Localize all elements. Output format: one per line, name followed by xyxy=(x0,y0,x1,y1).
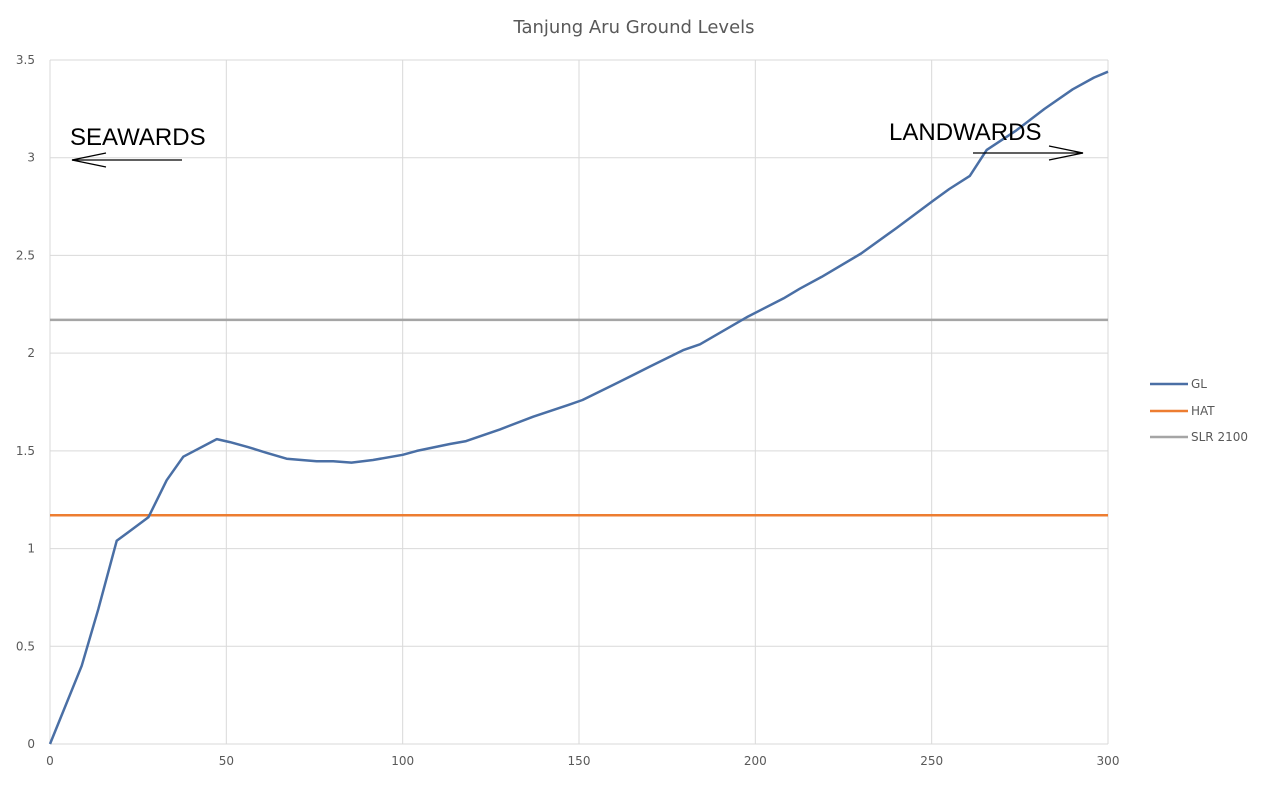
seawards-label: SEAWARDS xyxy=(70,124,206,151)
y-tick-label: 0.5 xyxy=(16,639,35,653)
y-tick-label: 1 xyxy=(27,542,35,556)
x-tick-label: 0 xyxy=(46,754,54,768)
x-tick-label: 300 xyxy=(1097,754,1120,768)
legend-item-gl: GL xyxy=(1150,377,1207,391)
y-tick-label: 2 xyxy=(27,346,35,360)
series-line-gl xyxy=(48,70,1109,745)
landwards-arrow xyxy=(973,145,1084,161)
annotation-seawards: SEAWARDS xyxy=(70,124,206,168)
x-tick-label: 200 xyxy=(744,754,767,768)
y-tick-label: 0 xyxy=(27,737,35,751)
seawards-arrow xyxy=(71,152,182,168)
x-tick-label: 50 xyxy=(219,754,234,768)
series-lines xyxy=(48,70,1109,745)
tick-labels: 0 50 100 150 200 250 300 0 0.5 1 1.5 2 2.5 3 3.5 xyxy=(16,53,1120,768)
legend: GL HAT SLR 2100 xyxy=(1150,377,1248,444)
legend-label-gl: GL xyxy=(1191,377,1207,391)
legend-label-slr-2100: SLR 2100 xyxy=(1191,430,1248,444)
x-tick-label: 250 xyxy=(920,754,943,768)
legend-label-hat: HAT xyxy=(1191,404,1215,418)
legend-item-hat: HAT xyxy=(1150,404,1215,418)
y-tick-label: 1.5 xyxy=(16,444,35,458)
legend-item-slr-2100: SLR 2100 xyxy=(1150,430,1248,444)
landwards-label: LANDWARDS xyxy=(889,119,1041,146)
y-tick-label: 3 xyxy=(27,151,35,165)
y-tick-label: 3.5 xyxy=(16,53,35,67)
x-tick-label: 100 xyxy=(391,754,414,768)
chart-title: Tanjung Aru Ground Levels xyxy=(512,17,754,38)
x-tick-label: 150 xyxy=(568,754,591,768)
y-tick-label: 2.5 xyxy=(16,248,35,262)
gridlines xyxy=(49,59,1109,745)
annotation-landwards: LANDWARDS xyxy=(889,119,1084,161)
